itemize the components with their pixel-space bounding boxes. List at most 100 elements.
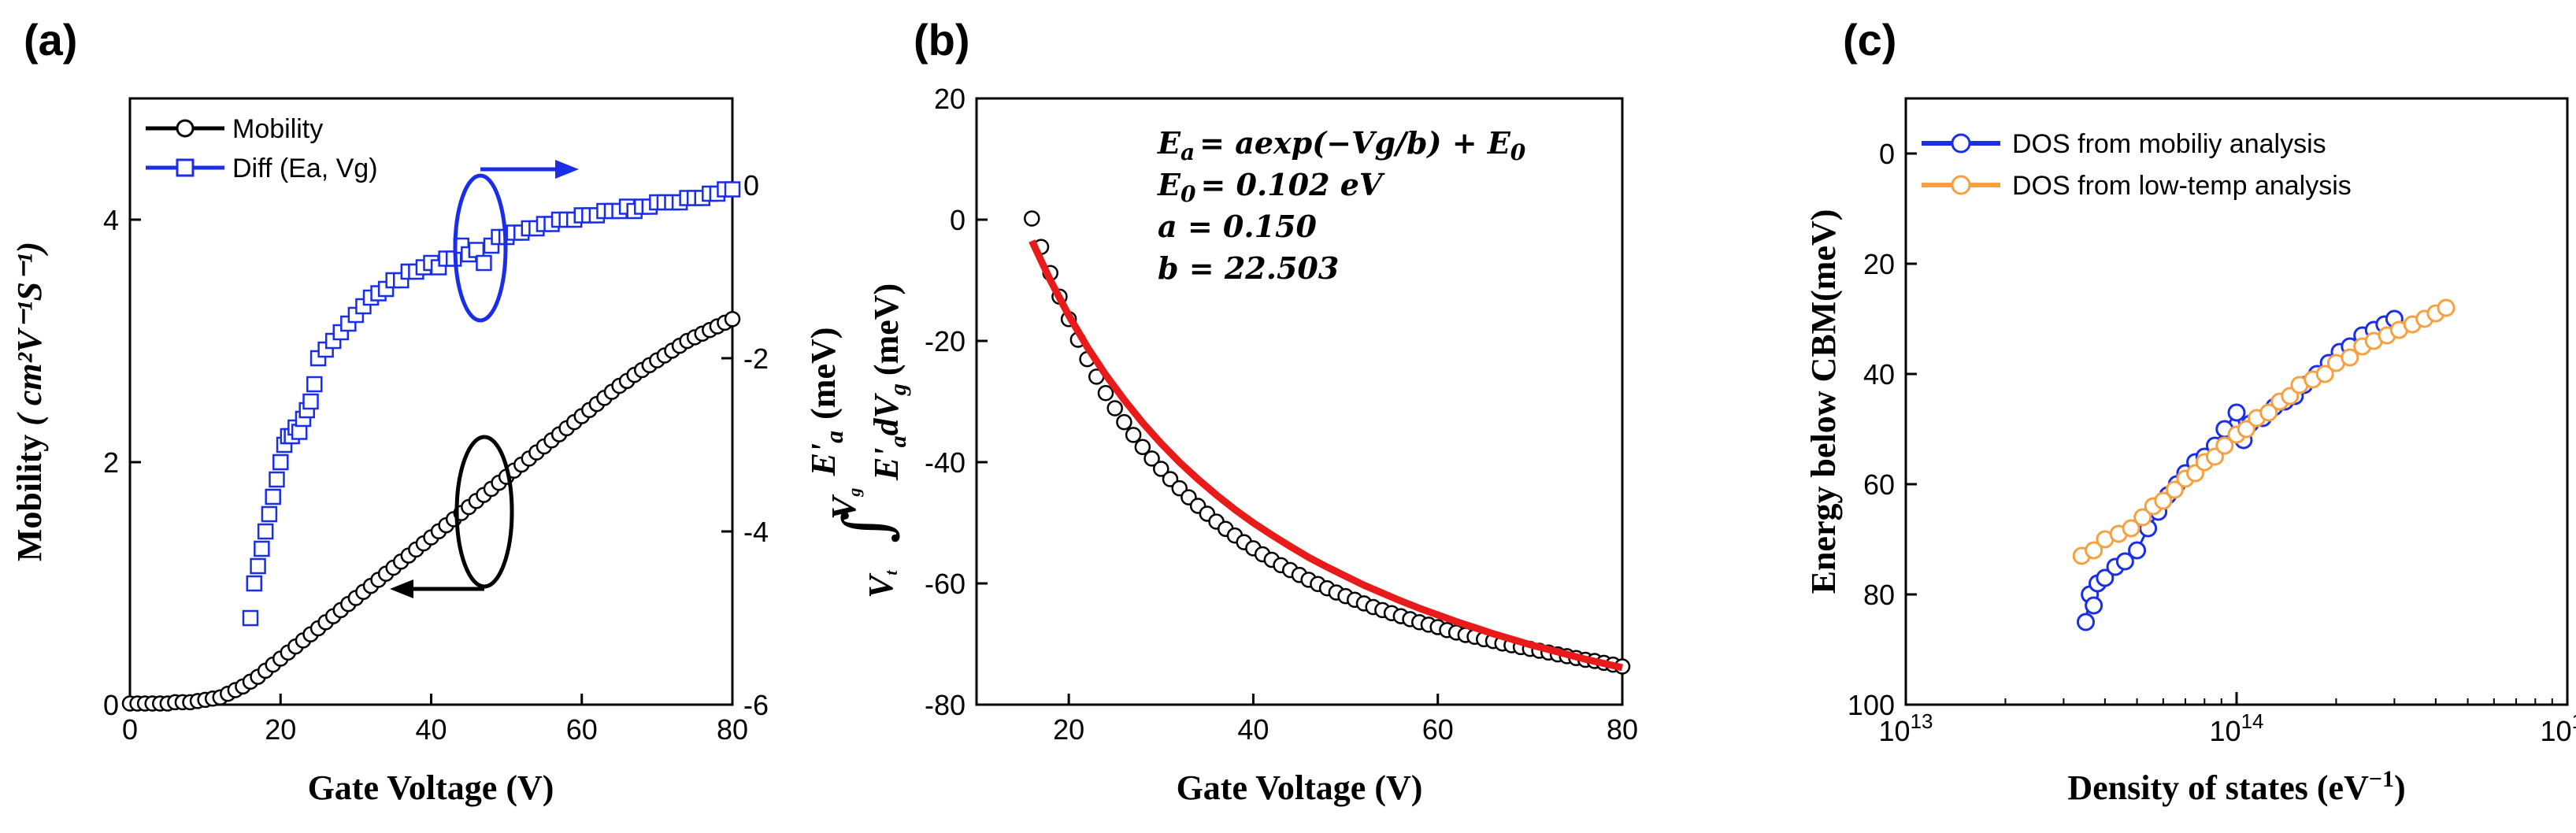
a-ytick-label-2: 4 bbox=[103, 204, 119, 236]
c-point-1 bbox=[2122, 519, 2140, 538]
a-ytick-label-0: 0 bbox=[103, 689, 119, 721]
b-data-point bbox=[1153, 461, 1169, 477]
c-point-1 bbox=[2315, 365, 2334, 383]
c-ytick-label-3: 60 bbox=[1863, 468, 1895, 501]
a-ytick-label-1: 2 bbox=[103, 446, 119, 479]
legend-c1-marker bbox=[1951, 133, 1971, 154]
panel-a-black-arrow-head bbox=[390, 579, 413, 598]
panel-a-black-ellipse bbox=[454, 435, 514, 589]
panel-c-label: (c) bbox=[1843, 15, 1896, 65]
diff-point bbox=[265, 488, 281, 505]
c-point-1 bbox=[2259, 403, 2278, 422]
c-point-0 bbox=[2085, 596, 2103, 615]
c-point-1 bbox=[2341, 348, 2359, 367]
c-ytick-label-4: 80 bbox=[1863, 579, 1895, 611]
c-point-1 bbox=[2165, 480, 2184, 499]
c-ytick-label-2: 40 bbox=[1863, 358, 1895, 391]
diff-point bbox=[242, 609, 259, 627]
diff-point bbox=[257, 523, 274, 540]
diff-point bbox=[246, 575, 263, 592]
diff-point bbox=[269, 471, 285, 488]
a-xtick-label-2: 40 bbox=[415, 713, 447, 746]
b-data-point bbox=[1097, 384, 1114, 402]
c-point-0 bbox=[2096, 568, 2115, 587]
diff-point bbox=[254, 540, 270, 557]
eq-line-3: a = 0.150 bbox=[1158, 209, 1317, 244]
panel-c-x-title: Density of states (eV−1) bbox=[2067, 766, 2405, 807]
legend-diff-label: Diff (Ea, Vg) bbox=[232, 154, 378, 183]
b-ytick-label-0: -80 bbox=[925, 689, 966, 721]
panel-c: (c) 1013 1014 1015 0 20 40 60 80 100 DOS from m… bbox=[1804, 15, 2576, 807]
c-point-0 bbox=[2128, 541, 2147, 560]
b-data-point bbox=[1024, 210, 1040, 227]
c-ytick-label-5: 100 bbox=[1848, 689, 1895, 721]
a-y2tick-label-2: -2 bbox=[743, 342, 769, 375]
panel-a-series-diff bbox=[242, 181, 741, 627]
panel-c-x-ticks: 1013 1014 1015 bbox=[1879, 692, 2576, 747]
diff-point bbox=[250, 557, 266, 575]
legend-mobility-label: Mobility bbox=[232, 114, 323, 144]
b-data-point bbox=[1134, 439, 1151, 455]
c-point-1 bbox=[2133, 508, 2152, 527]
panel-a-series-mobility bbox=[121, 311, 741, 712]
mobility-point bbox=[724, 311, 741, 328]
b-xtick-label-3: 80 bbox=[1607, 713, 1638, 746]
c-ytick-label-1: 20 bbox=[1863, 248, 1895, 280]
a-xtick-label-3: 60 bbox=[566, 713, 598, 746]
b-ytick-label-3: -20 bbox=[925, 325, 966, 357]
c-point-1 bbox=[2237, 420, 2255, 439]
panel-a-y-title: Mobility ( cm²V⁻¹S⁻¹) bbox=[10, 242, 49, 561]
c-xtick-label-2: 1015 bbox=[2541, 709, 2576, 747]
b-xtick-label-1: 40 bbox=[1237, 713, 1269, 746]
diff-point bbox=[272, 454, 289, 471]
panel-b-x-title: Gate Voltage (V) bbox=[1177, 768, 1423, 807]
panel-a-blue-arrow-head bbox=[555, 160, 579, 179]
panel-b-y-ticks: -80 -60 -40 -20 0 20 bbox=[925, 83, 988, 721]
panel-b-y-title: ∫ Vt Vg E'adVg(meV) bbox=[825, 283, 911, 598]
eq-line-4: b = 22.503 bbox=[1158, 250, 1339, 286]
diff-point bbox=[302, 393, 319, 410]
b-ytick-label-5: 20 bbox=[934, 83, 966, 115]
a-xtick-label-0: 0 bbox=[122, 713, 138, 746]
c-point-0 bbox=[2115, 552, 2134, 571]
diff-point bbox=[306, 376, 323, 393]
panel-b-frame bbox=[975, 97, 1624, 706]
diff-point bbox=[261, 505, 278, 523]
panel-a-x-title: Gate Voltage (V) bbox=[308, 768, 554, 807]
panel-a-legend: Mobility Diff (Ea, Vg) bbox=[146, 114, 378, 183]
panel-a-frame bbox=[128, 97, 734, 706]
legend-c2-label: DOS from low-temp analysis bbox=[2012, 171, 2352, 201]
panel-c-series-lowtemp bbox=[2072, 298, 2456, 565]
panel-a: (a) 0 20 40 60 80 0 2 4 -6 -4 -2 0 Mobility Diff … bbox=[10, 15, 848, 807]
c-xtick-label-1: 1014 bbox=[2210, 709, 2264, 747]
panel-c-y-ticks: 0 20 40 60 80 100 bbox=[1848, 138, 1917, 721]
panel-c-y-title: Energy below CBM(meV) bbox=[1804, 209, 1843, 594]
panel-a-y2-title: E'a(meV) bbox=[804, 328, 848, 477]
c-xtick-label-0: 1013 bbox=[1879, 709, 1933, 747]
c-point-0 bbox=[2227, 403, 2246, 422]
c-point-1 bbox=[2085, 541, 2103, 560]
panel-a-x-ticks: 0 20 40 60 80 bbox=[122, 694, 748, 746]
a-xtick-label-1: 20 bbox=[265, 713, 296, 746]
panel-b-fit-line bbox=[1029, 239, 1624, 672]
c-point-0 bbox=[2077, 613, 2096, 631]
b-data-point bbox=[1125, 427, 1142, 443]
panel-a-blue-ellipse bbox=[453, 173, 508, 323]
panel-b: (b) 20 40 60 80 -80 -60 -40 -20 0 20 Ea = aexp(−V… bbox=[825, 15, 1638, 807]
c-point-1 bbox=[2281, 387, 2300, 405]
eq-line-1: Ea = aexp(−Vg/b) + E0 bbox=[1157, 125, 1526, 165]
panel-b-equations: Ea = aexp(−Vg/b) + E0 E0 = 0.102 eV a = 0.… bbox=[1157, 125, 1526, 286]
a-y2tick-label-0: -6 bbox=[743, 689, 769, 721]
integral-upper: Vg bbox=[825, 488, 864, 520]
a-y2tick-label-3: 0 bbox=[743, 169, 759, 202]
panel-a-y-ticks: 0 2 4 bbox=[103, 204, 141, 721]
c-point-1 bbox=[2205, 447, 2224, 466]
diff-point bbox=[476, 254, 492, 272]
integral-sign: ∫ bbox=[830, 510, 903, 543]
legend-mobility-marker bbox=[176, 119, 195, 138]
integral-lower: Vt bbox=[862, 570, 901, 598]
b-ytick-label-4: 0 bbox=[950, 204, 966, 236]
a-xtick-label-4: 80 bbox=[717, 713, 748, 746]
panel-a-y2-ticks: -6 -4 -2 0 bbox=[721, 169, 769, 721]
